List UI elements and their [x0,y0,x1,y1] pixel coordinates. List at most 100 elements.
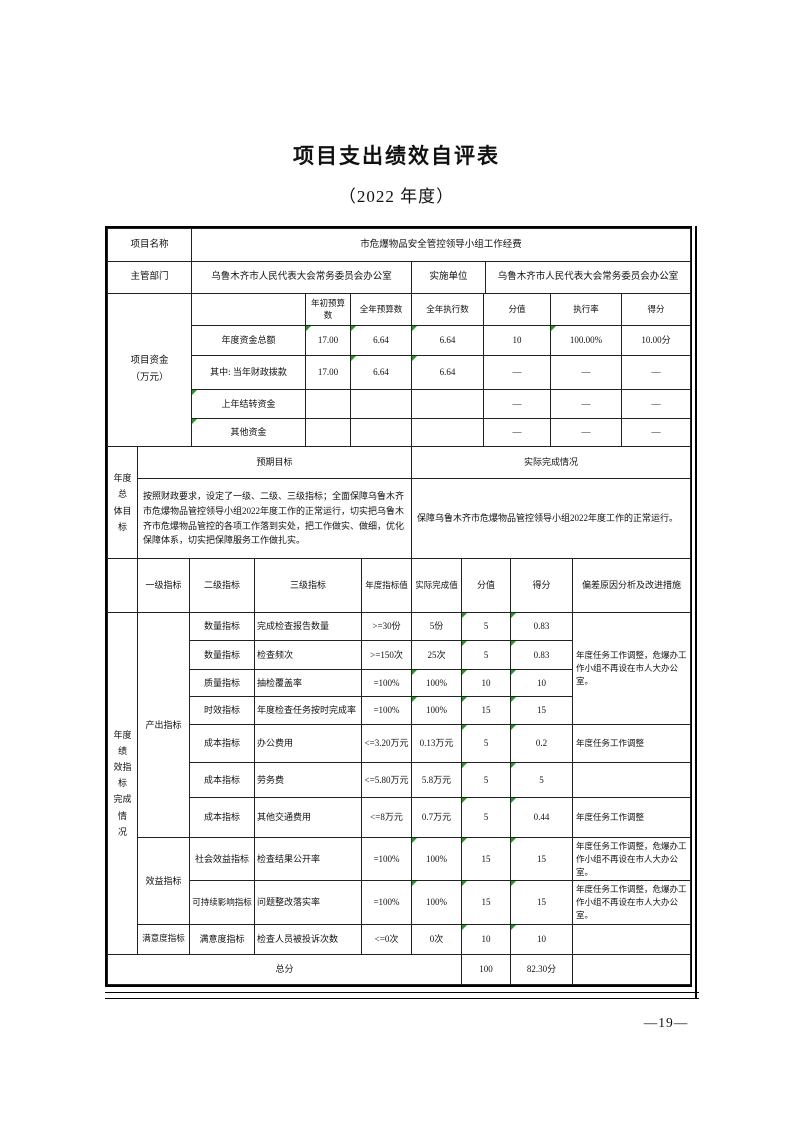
cell-flag-icon [511,641,516,646]
cell-text: 0.83 [533,649,550,660]
cell-flag-icon [511,838,516,843]
header-cell: 全年执行数 [411,293,484,326]
cell-flag-icon [511,725,516,730]
level3-cell: 抽检覆盖率 [254,669,362,697]
header-cell: 实际完成值 [411,558,462,613]
info-section: 项目名称 市危爆物品安全管控领导小组工作经费 主管部门 乌鲁木齐市人民代表大会常… [107,228,692,294]
actual-cell: 0次 [411,923,462,955]
header-cell: 分值 [461,558,511,613]
cell-flag-icon [412,356,417,361]
level3-cell: 检查结果公开率 [254,836,362,882]
header-cell: 实际完成情况 [411,446,691,479]
actual-completion-cell: 保障乌鲁木齐市危爆物品管控领导小组2022年度工作的正常运行。 [411,478,691,559]
cell-flag-icon [511,798,516,803]
cell-flag-icon [462,925,467,930]
actual-cell: 5份 [411,612,462,641]
level3-cell: 其他交通费用 [254,797,362,838]
fund-row-label-cell: 其中: 当年财政拨款 [191,355,306,390]
points-cell: 5 [461,612,511,641]
cell-flag-icon [412,697,417,702]
fund-value-cell: 17.00 [305,355,351,390]
cell-text: 5 [483,649,489,660]
total-row: 总分 100 82.30分 [107,953,691,985]
total-label-cell: 总分 [107,953,462,985]
level2-cell: 时效指标 [189,696,255,725]
fund-row-label-cell: 其他资金 [191,418,306,447]
cell-flag-icon [511,613,516,618]
page-subtitle: （2022 年度） [338,187,455,206]
cell-text: 5 [483,621,489,632]
fund-value-cell [350,418,412,447]
cell-flag-icon [462,763,467,768]
fund-value-cell [305,418,351,447]
cell-flag-icon [412,838,417,843]
points-cell: 15 [461,836,511,882]
level2-cell: 成本指标 [189,762,255,798]
remark-cell [572,762,691,798]
impl-value-cell: 乌鲁木齐市人民代表大会常务委员会办公室 [484,261,692,294]
header-cell: 预期目标 [137,446,412,479]
score-cell: 0.83 [510,612,573,641]
page-title: 项目支出绩效自评表 [293,145,500,168]
table-row: 按照财政要求，设定了一级、二级、三级指标；全面保障乌鲁木齐市危爆物品管控领导小组… [108,478,691,559]
cell-flag-icon [192,419,197,424]
cell-text: 5 [483,738,489,749]
level3-cell: 检查频次 [254,640,362,670]
actual-cell: 100% [411,696,462,725]
cell-flag-icon [462,697,467,702]
project-name-label-cell: 项目名称 [107,228,192,262]
cell-flag-icon [412,881,417,887]
cell-text: 10 [481,677,491,688]
indicator-empty-cell [107,558,138,613]
cell-flag-icon [551,326,556,331]
fund-row-label-cell: 上年结转资金 [191,389,306,419]
total-points-cell: 100 [461,953,511,985]
cell-flag-icon [511,670,516,675]
table-row: 上年结转资金 — — — [108,389,691,419]
fund-value-cell: 17.00 [305,325,351,356]
level1-cell: 满意度指标 [137,923,190,955]
points-cell: 10 [461,669,511,697]
cell-flag-icon [351,356,356,361]
cell-flag-icon [462,881,467,887]
table-row: 其中: 当年财政拨款 17.00 6.64 6.64 — — — [108,355,691,390]
fund-value-cell: — [621,355,691,390]
cell-text: 其他资金 [230,427,267,438]
cell-flag-icon [351,326,356,331]
goal-section: 年度总 体目标 预期目标 实际完成情况 按照财政要求，设定了一级、二级、三级指标… [107,446,691,559]
score-cell: 15 [510,696,573,725]
level2-cell: 数量指标 [189,640,255,670]
fund-value-cell [305,389,351,419]
table-row: 效益指标 社会效益指标 检查结果公开率 =100% 100% 15 15 年度任… [108,836,691,925]
remark-cell [572,953,691,985]
goal-section-label-cell: 年度总 体目标 [107,446,138,559]
indicator-section-label-cell: 年度绩 效指标 完成情 况 [107,612,138,955]
level1-cell: 效益指标 [137,837,190,925]
level3-cell: 劳务费 [254,762,362,798]
cell-text: 10 [537,677,546,688]
remark-cell: 年度任务工作调整，危爆办工作小组不再设在市人大办公室。 [572,836,691,882]
table-row: 成本指标 劳务费 <=5.80万元 5.8万元 5 5 [108,762,691,798]
cell-text: 100% [426,705,447,716]
remark-cell: 年度任务工作调整，危爆办工作小组不再设在市人大办公室。 [572,880,691,925]
level2-cell: 成本指标 [189,797,255,838]
table-row: 时效指标 年度检查任务按时完成率 =100% 100% 15 15 [108,696,691,725]
table-row: 数量指标 检查频次 >=150次 25次 5 0.83 [108,640,691,670]
outer-bottom-border-line [105,991,699,999]
actual-cell: 0.7万元 [411,797,462,838]
cell-text: 6.64 [373,335,389,346]
cell-text: 10 [481,933,491,944]
fund-value-cell: 100.00% [550,325,622,356]
cell-text: 15 [537,897,546,908]
cell-text: 5 [483,812,489,823]
level3-cell: 问题整改落实率 [254,880,362,925]
header-cell: 得分 [510,558,573,613]
actual-cell: 5.8万元 [411,762,462,798]
dept-label-cell: 主管部门 [107,261,192,294]
score-cell: 10 [510,669,573,697]
cell-text: 15 [537,854,546,865]
header-cell: 分值 [483,293,551,326]
score-cell: 10 [510,923,573,955]
fund-section-label-cell: 项目资金 （万元） [107,293,192,447]
